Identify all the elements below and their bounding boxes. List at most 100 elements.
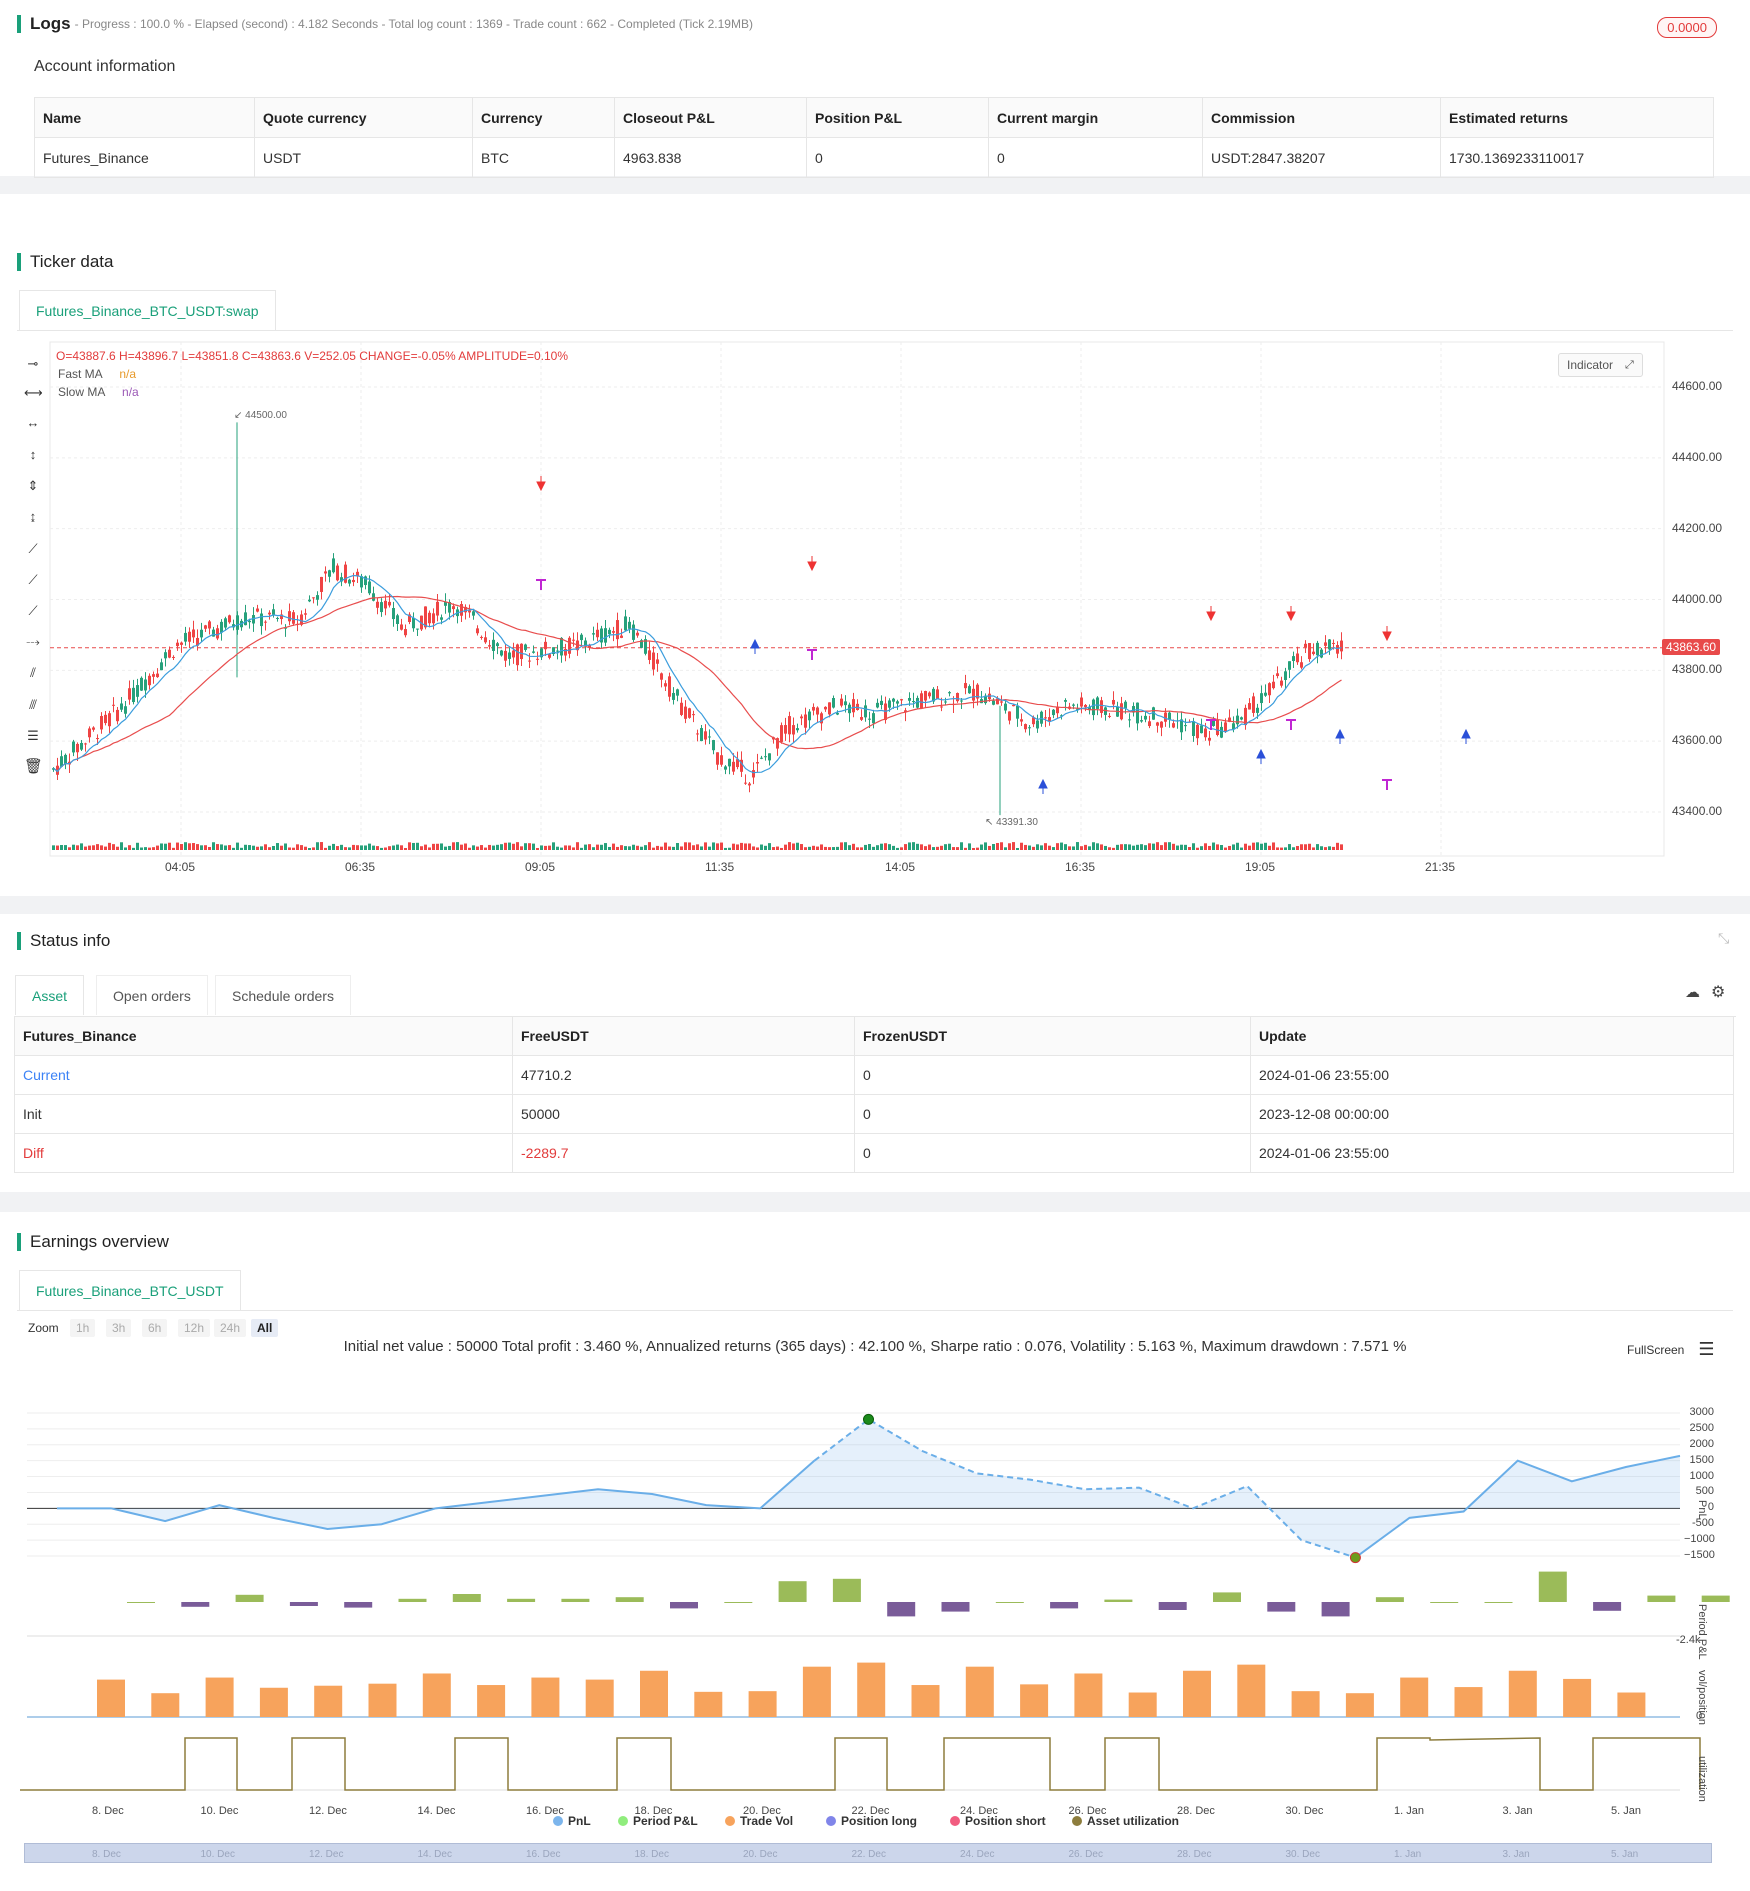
volume-bar [684, 842, 687, 850]
cloud-download-icon[interactable]: ☁ [1685, 984, 1700, 1001]
tab-earnings-symbol[interactable]: Futures_Binance_BTC_USDT [19, 1270, 241, 1310]
volume-bar [132, 847, 135, 850]
candle-body [916, 697, 919, 708]
legend-item[interactable]: Position short [950, 1814, 1046, 1828]
zoom-3h-button[interactable]: 3h [106, 1319, 132, 1337]
trend-line-icon[interactable]: ⟋ [28, 541, 38, 556]
candle-body [96, 738, 99, 740]
candle-body [1032, 717, 1035, 725]
volume-bar [784, 844, 787, 850]
volume-bar [528, 843, 531, 850]
legend-item[interactable]: Period P&L [618, 1814, 698, 1828]
earnings-chart[interactable] [0, 1370, 1750, 1890]
tab-ticker-symbol[interactable]: Futures_Binance_BTC_USDT:swap [19, 290, 276, 330]
volume-bar [728, 847, 731, 850]
candle-body [1192, 721, 1195, 736]
volume-bar [740, 842, 743, 850]
candle-body [428, 612, 431, 624]
trend-ray-icon[interactable]: ⟋ [28, 572, 38, 587]
asset-cell: 2023-12-08 00:00:00 [1250, 1094, 1734, 1134]
legend-dot-icon [950, 1816, 960, 1826]
horizontal-ray-icon[interactable]: ⟷ [24, 385, 43, 400]
period-pnl-bar [1430, 1602, 1459, 1603]
close-signal-marker [1206, 719, 1216, 730]
candle-body [84, 743, 87, 745]
account-cell: Futures_Binance [34, 137, 255, 178]
logs-title: Logs [30, 14, 71, 33]
vertical-line-icon[interactable]: ↕ [29, 447, 37, 462]
indicator-button[interactable]: Indicator ⤢ [1558, 353, 1643, 377]
candle-body [1072, 704, 1075, 706]
volume-bar [900, 847, 903, 850]
tab-open-orders[interactable]: Open orders [96, 975, 208, 1015]
vertical-segment-icon[interactable]: ⇕ [27, 478, 39, 493]
candle-body [656, 659, 659, 664]
fib-levels-icon[interactable]: ☰ [27, 728, 39, 743]
trade-vol-bar [259, 1687, 288, 1717]
extended-line-icon[interactable]: ↔ [26, 415, 40, 430]
candle-body [496, 643, 499, 647]
volume-bar [308, 847, 311, 850]
volume-bar [504, 842, 507, 850]
zoom-6h-button[interactable]: 6h [142, 1319, 168, 1337]
segment-icon[interactable]: ⟋ [28, 603, 38, 618]
candle-body [592, 633, 595, 635]
fast-ma-value: n/a [119, 367, 137, 381]
candle-body [1076, 708, 1079, 710]
legend-item[interactable]: Asset utilization [1072, 1814, 1179, 1828]
fib-icon[interactable]: ⫻ [29, 697, 37, 712]
horizontal-line-icon[interactable]: ⊸ [27, 356, 39, 371]
legend-item[interactable]: PnL [553, 1814, 591, 1828]
volume-bar [56, 845, 59, 850]
candle-body [788, 716, 791, 735]
navigator-tick-label: 8. Dec [92, 1849, 121, 1860]
candle-body [680, 702, 683, 715]
navigator-bar[interactable] [24, 1843, 1712, 1863]
account-header-cell: Closeout P&L [614, 97, 807, 138]
section-bar [17, 15, 21, 33]
volume-bar [512, 843, 515, 850]
current-price-tag: 43863.60 [1662, 639, 1721, 655]
zoom-all-button[interactable]: All [251, 1319, 279, 1337]
candle-body [108, 713, 111, 727]
price-line-icon[interactable]: ⤏ [26, 634, 40, 649]
navigator-tick-label: 20. Dec [743, 1849, 778, 1860]
zoom-12h-button[interactable]: 12h [178, 1319, 211, 1337]
candle-body [760, 757, 763, 759]
candle-body [792, 725, 795, 735]
volume-bar [756, 847, 759, 850]
volume-bar [432, 843, 435, 850]
volume-bar [908, 842, 911, 850]
x-tick-label: 5. Jan [1611, 1805, 1641, 1817]
volume-bar [796, 842, 799, 850]
fullscreen-button[interactable]: FullScreen ☰ [1627, 1339, 1715, 1360]
candle-body [452, 606, 455, 610]
asset-cell: 50000 [512, 1094, 855, 1134]
candle-body [864, 705, 867, 718]
volume-bar [1068, 846, 1071, 850]
trade-vol-bar [1291, 1691, 1320, 1717]
volume-bar [960, 842, 963, 850]
vertical-ray-icon[interactable]: ↨ [29, 509, 37, 524]
tab-schedule-orders[interactable]: Schedule orders [215, 975, 351, 1015]
volume-bar [1012, 842, 1015, 850]
legend-item[interactable]: Position long [826, 1814, 917, 1828]
period-pnl-bar [1321, 1602, 1350, 1617]
asset-cell: 0 [854, 1094, 1251, 1134]
zoom-1h-button[interactable]: 1h [70, 1319, 96, 1337]
settings-gear-icon[interactable]: ⚙ [1711, 984, 1726, 1001]
candle-body [140, 677, 143, 691]
candle-body [600, 628, 603, 643]
volume-bar [844, 842, 847, 850]
trash-icon[interactable]: 🗑 [24, 758, 44, 775]
tab-asset[interactable]: Asset [15, 975, 85, 1015]
volume-bar [988, 845, 991, 850]
legend-item[interactable]: Trade Vol [725, 1814, 793, 1828]
parallel-channel-icon[interactable]: ⫽ [30, 665, 36, 680]
volume-bar [620, 845, 623, 850]
period-pnl-bar [1267, 1602, 1296, 1612]
candlestick-chart[interactable] [0, 340, 1700, 860]
collapse-icon[interactable]: ⤡ [1718, 930, 1730, 946]
zoom-24h-button[interactable]: 24h [214, 1319, 247, 1337]
menu-icon[interactable]: ☰ [1698, 1339, 1715, 1359]
